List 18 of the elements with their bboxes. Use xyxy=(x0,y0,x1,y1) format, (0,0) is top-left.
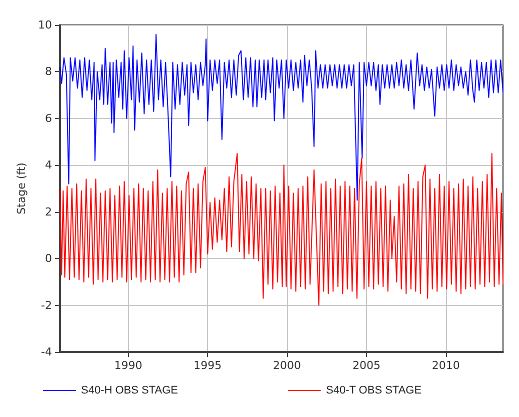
x-tick-label: 1995 xyxy=(194,359,222,372)
line-series xyxy=(60,34,504,201)
x-tick-label: 1990 xyxy=(114,359,142,372)
legend-label: S40-H OBS STAGE xyxy=(81,384,178,396)
y-tick-label: 0 xyxy=(45,252,52,266)
y-axis-title: Stage (ft) xyxy=(15,162,28,214)
y-tick-label: 6 xyxy=(45,112,52,125)
y-tick-label: 2 xyxy=(45,205,52,218)
x-tick-label: 2005 xyxy=(352,359,380,372)
x-tick-label: 2000 xyxy=(273,359,302,372)
y-tick-label: 8 xyxy=(45,65,52,78)
y-tick-label: -4 xyxy=(41,346,52,358)
y-tick-label: -2 xyxy=(41,298,52,312)
legend-label: S40-T OBS STAGE xyxy=(326,384,422,396)
y-tick-label: 4 xyxy=(45,158,52,172)
line-series xyxy=(60,152,504,306)
y-tick-label: 10 xyxy=(38,18,52,32)
x-tick-label: 2010 xyxy=(432,359,460,372)
